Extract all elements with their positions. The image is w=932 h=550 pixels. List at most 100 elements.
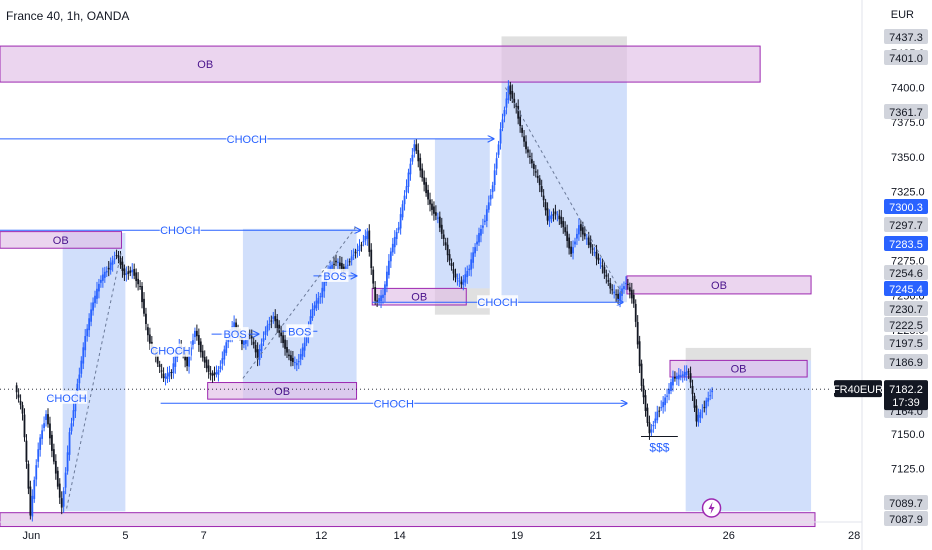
candle-body (166, 373, 169, 380)
line-label-bg (226, 131, 268, 145)
candle-body (31, 495, 34, 517)
candle-body (609, 282, 612, 289)
candle-body (223, 349, 226, 360)
price-label-box (884, 281, 928, 296)
candle-body (374, 287, 377, 301)
candle-body (129, 270, 132, 273)
candle-body (523, 136, 525, 142)
candle-body (335, 260, 337, 263)
candle-body (532, 163, 535, 169)
candle-body (197, 335, 200, 345)
price-label-box (884, 317, 928, 332)
candle-body (119, 257, 122, 265)
candle-body (260, 343, 263, 352)
candle-body (450, 263, 453, 267)
candle-body (636, 321, 639, 345)
candle-body (501, 119, 504, 129)
candle-body (660, 407, 663, 409)
candle-body (476, 241, 478, 245)
candle-body (530, 159, 533, 164)
candle-body (572, 247, 574, 254)
candle-body (45, 414, 47, 420)
candle-body (47, 414, 49, 425)
candle-body (499, 128, 502, 144)
candle-body (540, 186, 543, 193)
choch-label: CHOCH (150, 346, 190, 358)
candle-body (80, 360, 83, 374)
candle-body (115, 255, 118, 257)
x-tick-label: 26 (723, 530, 735, 542)
last-price-box (884, 380, 928, 411)
price-label-text: 7300.3 (889, 202, 923, 214)
price-label-box (884, 354, 928, 369)
bos-label: BOS (223, 329, 246, 341)
x-tick-label: 28 (848, 530, 860, 542)
candle-body (697, 414, 700, 423)
candle-body (248, 334, 251, 336)
line-label-bg (373, 396, 415, 410)
candle-body (323, 281, 326, 292)
candle-body (380, 295, 382, 302)
candle-body (513, 98, 516, 103)
candle-body (623, 286, 625, 290)
price-label-text: 7401.0 (889, 53, 923, 65)
line-label-bg (286, 324, 314, 338)
candle-body (593, 252, 596, 254)
candle-body (615, 294, 618, 296)
candle-body (350, 256, 353, 261)
price-label-box (884, 495, 928, 510)
candle-body (546, 208, 549, 221)
symbol-badge[interactable] (834, 380, 882, 398)
candle-body (162, 373, 165, 379)
range-box-blue (242, 228, 357, 400)
candle-body (460, 281, 463, 285)
candle-body (558, 215, 561, 220)
candle-body (72, 410, 75, 421)
candle-body (454, 273, 457, 278)
candle-body (107, 267, 110, 270)
order-block-zone[interactable] (0, 231, 122, 249)
candle-body (421, 168, 424, 178)
order-block-zone[interactable] (207, 382, 358, 400)
line-label-bg (149, 343, 191, 357)
candle-body (670, 382, 672, 392)
candle-body (685, 371, 688, 376)
order-block-zone[interactable] (626, 275, 812, 295)
candle-body (288, 354, 290, 357)
candle-body (668, 388, 670, 394)
choch-label: CHOCH (374, 398, 414, 410)
price-label-text: 7297.7 (889, 220, 923, 232)
candle-body (403, 195, 406, 205)
candle-body (252, 341, 255, 345)
price-label-text: 7186.9 (889, 357, 923, 369)
price-label-box (884, 265, 928, 280)
candle-body (585, 238, 588, 240)
line-label-bg (477, 295, 519, 309)
order-block-label: OB (53, 235, 69, 247)
order-block-zone[interactable] (0, 512, 816, 528)
candle-body (693, 395, 696, 408)
candle-body (190, 347, 192, 356)
candle-body (54, 460, 57, 474)
order-block-zone[interactable] (371, 287, 467, 306)
liquidity-label: $$$ (649, 441, 669, 455)
last-price-value: 7182.2 (889, 384, 923, 396)
candle-body (286, 346, 288, 353)
candle-body (415, 144, 418, 151)
candle-body (43, 423, 45, 428)
candle-body (548, 215, 551, 222)
candle-body (33, 479, 36, 499)
candle-body (382, 294, 384, 298)
price-label-text: 7254.6 (889, 268, 923, 280)
candle-body (462, 279, 465, 285)
candle-body (591, 248, 594, 250)
candle-body (554, 211, 557, 214)
candle-body (581, 227, 584, 235)
candle-body (387, 260, 390, 276)
order-block-zone[interactable] (669, 359, 808, 378)
order-block-zone[interactable] (0, 45, 761, 83)
candle-body (158, 364, 161, 368)
candle-body (489, 194, 492, 200)
candle-body (423, 177, 426, 185)
